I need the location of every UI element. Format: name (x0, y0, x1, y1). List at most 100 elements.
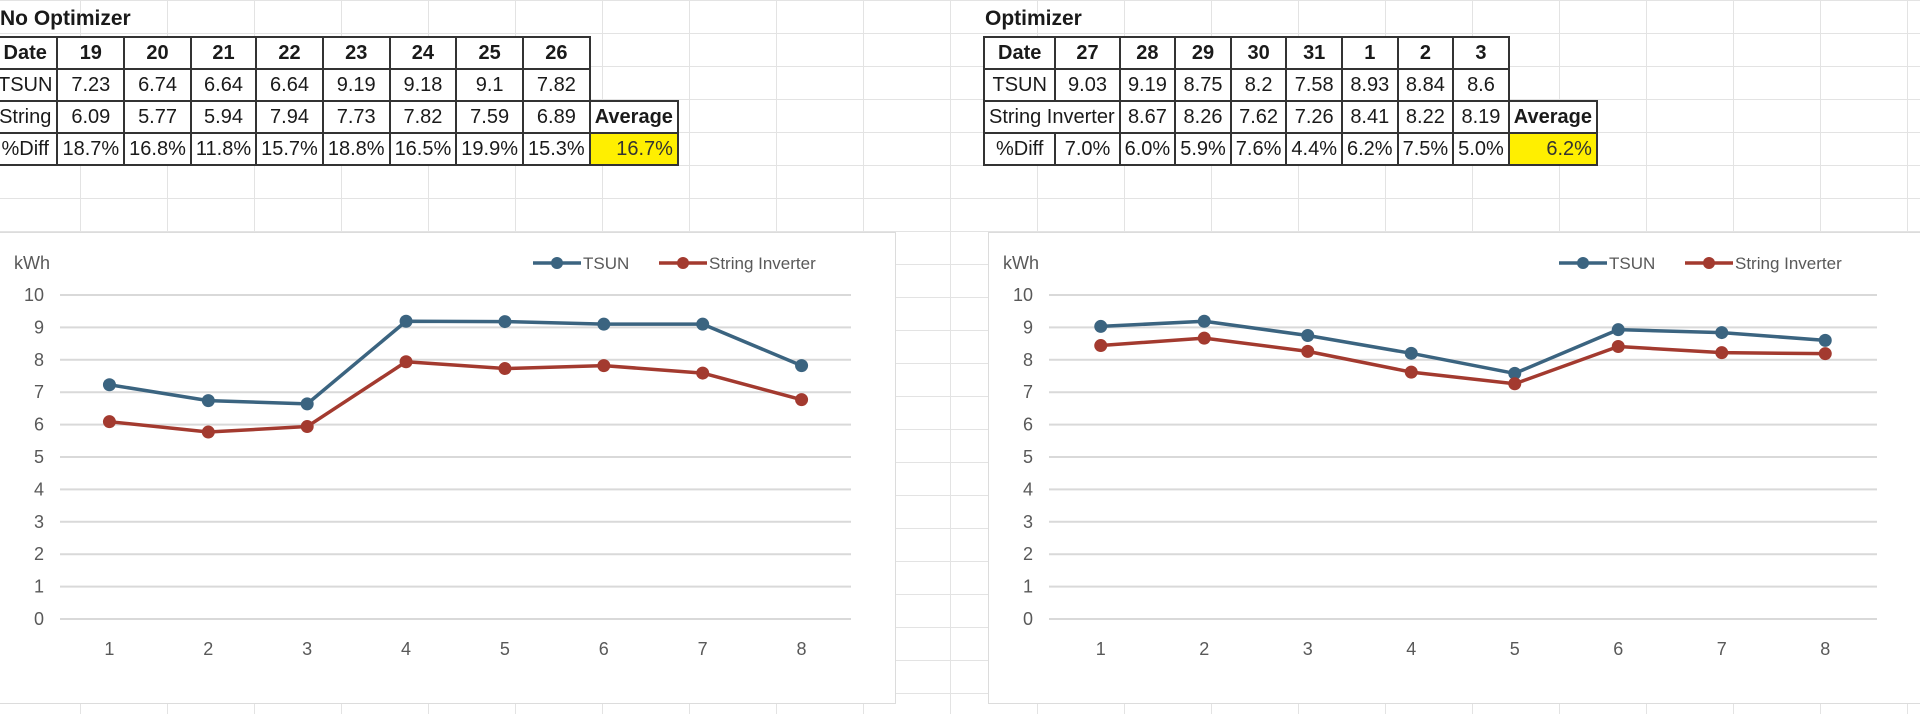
legend-item-tsun[interactable]: TSUN (1559, 254, 1655, 273)
data-point-marker[interactable] (1094, 339, 1108, 353)
data-point-marker[interactable] (1508, 366, 1522, 380)
date-cell[interactable]: 30 (1229, 36, 1288, 70)
data-point-marker[interactable] (696, 317, 710, 331)
series-line-string-inverter[interactable] (109, 359, 803, 434)
date-cell[interactable]: 31 (1285, 36, 1343, 70)
string-cell[interactable]: 7.82 (388, 100, 458, 134)
data-point-marker[interactable] (201, 425, 215, 439)
data-point-marker[interactable] (1404, 365, 1418, 379)
diff-cell[interactable]: 16.8% (123, 132, 192, 166)
string-cell[interactable]: 7.94 (255, 100, 324, 134)
diff-cell[interactable]: 11.8% (189, 132, 258, 166)
date-cell[interactable]: 2 (1396, 36, 1455, 70)
tsun-cell[interactable]: 9.19 (1118, 68, 1177, 102)
data-point-marker[interactable] (1094, 319, 1108, 333)
string-cell[interactable]: 7.73 (321, 100, 391, 134)
diff-cell[interactable]: 15.7% (255, 132, 324, 166)
legend-item-string-inverter[interactable]: String Inverter (1685, 254, 1842, 273)
date-cell[interactable]: 3 (1452, 36, 1510, 70)
string-cell[interactable]: 6.09 (56, 100, 126, 134)
data-point-marker[interactable] (201, 394, 215, 408)
data-point-marker[interactable] (399, 355, 413, 369)
data-point-marker[interactable] (1197, 314, 1211, 328)
row-label[interactable]: TSUN (0, 68, 59, 102)
diff-cell[interactable]: 5.9% (1174, 132, 1232, 166)
row-label[interactable]: String (0, 100, 59, 134)
date-cell[interactable]: 22 (255, 36, 324, 70)
data-point-marker[interactable] (498, 362, 512, 376)
tsun-cell[interactable]: 6.74 (123, 68, 192, 102)
data-point-marker[interactable] (1611, 323, 1625, 337)
date-cell[interactable]: 21 (189, 36, 258, 70)
data-point-marker[interactable] (102, 378, 116, 392)
tsun-cell[interactable]: 8.2 (1229, 68, 1288, 102)
row-label[interactable]: Date (982, 36, 1057, 70)
average-label[interactable]: Average (588, 100, 679, 134)
diff-cell[interactable]: 5.0% (1452, 132, 1510, 166)
data-point-marker[interactable] (102, 415, 116, 429)
diff-cell[interactable]: 4.4% (1285, 132, 1343, 166)
data-point-marker[interactable] (300, 420, 314, 434)
date-cell[interactable]: 19 (56, 36, 126, 70)
row-label[interactable]: %Diff (982, 132, 1057, 166)
data-point-marker[interactable] (1404, 346, 1418, 360)
data-point-marker[interactable] (1301, 344, 1315, 358)
data-point-marker[interactable] (795, 359, 809, 373)
average-value-highlight[interactable]: 16.7% (588, 132, 679, 166)
data-point-marker[interactable] (1197, 331, 1211, 345)
diff-cell[interactable]: 6.0% (1118, 132, 1177, 166)
data-point-marker[interactable] (399, 314, 413, 328)
diff-cell[interactable]: 18.8% (321, 132, 391, 166)
data-point-marker[interactable] (1818, 347, 1832, 361)
row-label[interactable]: String Inverter (983, 100, 1121, 134)
average-value-highlight[interactable]: 6.2% (1507, 132, 1598, 166)
diff-cell[interactable]: 18.7% (56, 132, 126, 166)
diff-cell[interactable]: 6.2% (1340, 132, 1399, 166)
row-label[interactable]: Date (0, 36, 59, 70)
empty-cell[interactable] (1509, 69, 1597, 101)
diff-cell[interactable]: 19.9% (455, 132, 524, 166)
string-cell[interactable]: 5.94 (189, 100, 258, 134)
data-point-marker[interactable] (1508, 377, 1522, 391)
diff-cell[interactable]: 15.3% (522, 132, 591, 166)
legend-item-string-inverter[interactable]: String Inverter (659, 254, 816, 273)
date-cell[interactable]: 26 (522, 36, 591, 70)
string-cell[interactable]: 8.26 (1174, 100, 1232, 134)
series-line-tsun[interactable] (109, 319, 803, 406)
data-point-marker[interactable] (597, 317, 611, 331)
data-point-marker[interactable] (1715, 346, 1729, 360)
tsun-cell[interactable]: 6.64 (189, 68, 258, 102)
tsun-cell[interactable]: 9.18 (388, 68, 458, 102)
date-cell[interactable]: 28 (1118, 36, 1177, 70)
string-cell[interactable]: 8.67 (1118, 100, 1177, 134)
date-cell[interactable]: 25 (455, 36, 524, 70)
diff-cell[interactable]: 7.5% (1396, 132, 1455, 166)
data-point-marker[interactable] (795, 393, 809, 407)
data-point-marker[interactable] (1818, 333, 1832, 347)
tsun-cell[interactable]: 7.23 (56, 68, 126, 102)
date-cell[interactable]: 29 (1174, 36, 1232, 70)
string-cell[interactable]: 7.26 (1285, 100, 1343, 134)
date-cell[interactable]: 24 (388, 36, 458, 70)
data-point-marker[interactable] (1611, 340, 1625, 354)
empty-cell[interactable] (1509, 37, 1597, 69)
data-point-marker[interactable] (597, 359, 611, 373)
string-cell[interactable]: 7.59 (455, 100, 524, 134)
diff-cell[interactable]: 16.5% (388, 132, 458, 166)
diff-cell[interactable]: 7.6% (1229, 132, 1288, 166)
tsun-cell[interactable]: 9.1 (455, 68, 524, 102)
string-cell[interactable]: 6.89 (522, 100, 591, 134)
series-line-string-inverter[interactable] (1100, 336, 1826, 386)
tsun-cell[interactable]: 8.84 (1396, 68, 1455, 102)
data-point-marker[interactable] (300, 397, 314, 411)
string-cell[interactable]: 8.19 (1452, 100, 1510, 134)
chart-optimizer[interactable]: kWh 0 1 2 3 4 5 6 7 8 9 10 1 2 3 4 5 6 7 8 TSUN String Invert… (988, 232, 1920, 704)
string-cell[interactable]: 8.22 (1396, 100, 1455, 134)
empty-cell[interactable] (590, 69, 678, 101)
date-cell[interactable]: 27 (1054, 36, 1121, 70)
data-point-marker[interactable] (1715, 326, 1729, 340)
tsun-cell[interactable]: 7.58 (1285, 68, 1343, 102)
empty-cell[interactable] (590, 37, 678, 69)
string-cell[interactable]: 7.62 (1229, 100, 1288, 134)
tsun-cell[interactable]: 6.64 (255, 68, 324, 102)
